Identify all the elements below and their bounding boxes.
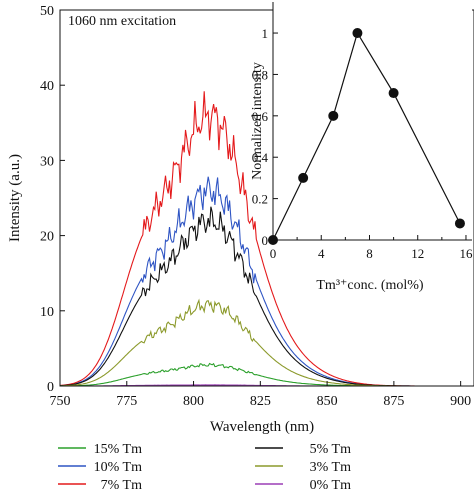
inset-x-tick-label: 0 — [270, 246, 277, 261]
main-annotation: 1060 nm excitation — [68, 14, 176, 29]
inset-x-axis: 0 4 8 12 16 — [270, 235, 473, 261]
inset-x-tick-label: 16 — [459, 246, 473, 261]
legend-label: 15% Tm — [94, 442, 142, 457]
inset-chart: 0 4 8 12 16 00.20.40.60.81 Tm³⁺conc. (mol%) … — [250, 2, 473, 293]
inset-plot-area — [273, 2, 472, 240]
inset-x-axis-label: Tm³⁺conc. (mol%) — [316, 278, 424, 293]
legend-label: 10% Tm — [94, 460, 142, 475]
inset-y-tick-label: 0.6 — [252, 109, 269, 124]
inset-y-tick-label: 0.8 — [252, 67, 268, 82]
inset-x-tick-label: 12 — [411, 246, 424, 261]
main-x-tick-label: 900 — [450, 394, 471, 409]
inset-series-group — [268, 28, 465, 245]
main-x-tick-label: 750 — [50, 394, 71, 409]
inset-point — [388, 88, 399, 99]
legend-label: 5% Tm — [310, 442, 351, 457]
inset-line — [272, 31, 461, 241]
inset-point — [454, 218, 465, 229]
main-x-tick-label: 875 — [383, 394, 404, 409]
legend-label: 7% Tm — [101, 478, 142, 493]
inset-y-tick-label: 1 — [262, 26, 269, 41]
main-x-tick-label: 775 — [116, 394, 137, 409]
main-x-tick-label: 850 — [317, 394, 338, 409]
inset-point — [328, 110, 339, 121]
legend-label: 0% Tm — [310, 478, 351, 493]
inset-point — [352, 28, 363, 39]
main-y-tick-label: 0 — [47, 380, 54, 395]
inset-y-tick-label: 0 — [262, 233, 269, 248]
main-y-axis: 0 10 20 30 40 50 — [40, 4, 65, 395]
main-x-axis-label: Wavelength (nm) — [210, 419, 314, 435]
main-y-tick-label: 20 — [40, 230, 54, 245]
main-y-tick-label: 50 — [40, 4, 54, 19]
legend-label: 3% Tm — [310, 460, 351, 475]
main-y-tick-label: 30 — [40, 154, 54, 169]
main-x-tick-label: 825 — [250, 394, 271, 409]
main-y-tick-label: 40 — [40, 79, 54, 94]
inset-y-axis-label: Normalized intensity — [250, 62, 265, 180]
inset-x-tick-label: 4 — [318, 246, 325, 261]
inset-point — [298, 172, 309, 183]
series-line-3-tm — [60, 298, 474, 387]
inset-x-tick-label: 8 — [366, 246, 373, 261]
main-x-axis: 750 775 800 825 850 875 900 — [50, 381, 471, 409]
inset-y-tick-label: 0.4 — [252, 150, 269, 165]
series-line-15-tm — [59, 362, 474, 387]
main-y-axis-label: Intensity (a.u.) — [7, 154, 23, 242]
main-y-tick-label: 10 — [40, 305, 54, 320]
legend: 15% Tm 10% Tm 7% Tm 5% Tm 3% Tm 0% Tm — [58, 442, 351, 493]
main-plot-frame — [59, 9, 474, 387]
inset-y-axis: 0 0.2 0.4 0.6 0.8 1 — [252, 2, 278, 248]
main-x-tick-label: 800 — [183, 394, 204, 409]
inset-y-tick-label: 0.2 — [252, 192, 268, 207]
